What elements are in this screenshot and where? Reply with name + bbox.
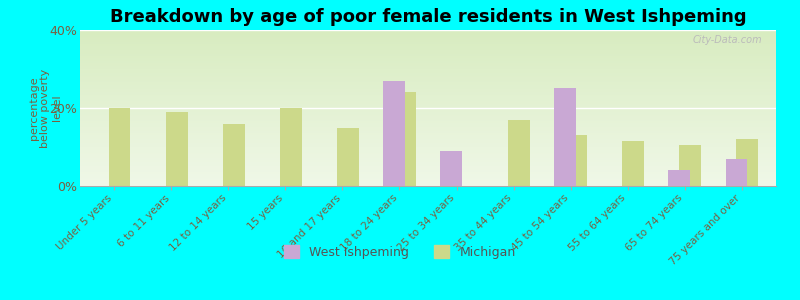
Bar — [669, 170, 690, 186]
Bar — [166, 112, 187, 186]
Bar — [394, 92, 416, 186]
Bar — [622, 141, 644, 186]
Bar — [554, 88, 576, 186]
Bar — [440, 151, 462, 186]
Bar — [566, 135, 587, 186]
Text: City-Data.com: City-Data.com — [693, 35, 762, 45]
Bar — [109, 108, 130, 186]
Bar — [223, 124, 245, 186]
Bar — [726, 159, 747, 186]
Title: Breakdown by age of poor female residents in West Ishpeming: Breakdown by age of poor female resident… — [110, 8, 746, 26]
Bar — [508, 120, 530, 186]
Bar — [337, 128, 358, 186]
Bar — [736, 139, 758, 186]
Bar — [383, 81, 405, 186]
Y-axis label: percentage
below poverty
level: percentage below poverty level — [29, 68, 62, 148]
Legend: West Ishpeming, Michigan: West Ishpeming, Michigan — [279, 240, 521, 264]
Bar — [679, 145, 701, 186]
Bar — [280, 108, 302, 186]
